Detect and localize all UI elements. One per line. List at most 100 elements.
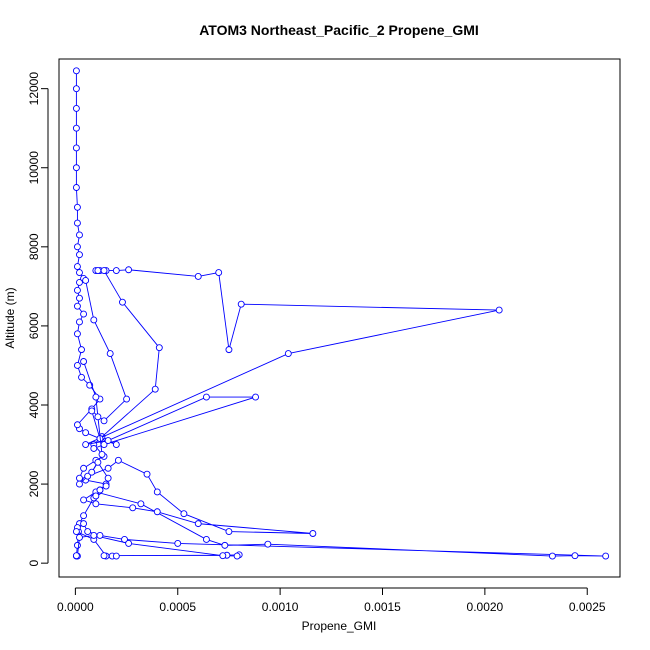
data-point: [80, 310, 88, 318]
data-point: [104, 437, 112, 445]
data-point: [88, 407, 96, 415]
data-point: [119, 298, 126, 306]
data-point: [73, 263, 81, 271]
data-point: [96, 486, 104, 494]
data-point: [252, 393, 260, 401]
data-point: [92, 500, 100, 508]
series-4: [82, 267, 163, 443]
data-point: [112, 441, 120, 448]
data-point: [76, 294, 83, 302]
data-point: [100, 417, 108, 425]
data-point: [233, 552, 241, 560]
data-point: [73, 421, 81, 429]
data-point: [92, 492, 100, 500]
data-point: [151, 385, 159, 393]
data-point: [153, 488, 161, 496]
y-axis: 0 2000 4000 6000 8000 10000 12000: [27, 72, 49, 567]
data-point: [104, 464, 112, 472]
data-point: [82, 441, 90, 448]
data-point: [96, 532, 104, 539]
data-point: [123, 395, 131, 403]
data-point: [98, 450, 106, 458]
x-tick-label: 0.0025: [569, 600, 606, 614]
data-point: [80, 358, 88, 365]
data-point: [73, 243, 81, 251]
data-point: [92, 393, 100, 401]
data-point: [76, 474, 83, 482]
data-point: [102, 482, 110, 490]
data-point: [90, 316, 98, 324]
data-point: [94, 413, 102, 421]
y-tick-label: 2000: [27, 470, 41, 497]
data-point: [73, 302, 81, 310]
data-point: [202, 393, 210, 401]
series-2: [72, 456, 610, 560]
data-point: [76, 318, 83, 326]
data-point: [73, 203, 81, 211]
data-point: [180, 510, 188, 518]
data-point: [82, 276, 90, 284]
data-point: [78, 373, 85, 381]
data-point: [76, 251, 83, 259]
data-point: [106, 350, 114, 358]
data-point: [76, 278, 83, 286]
y-axis-label: Altitude (m): [3, 287, 17, 348]
data-point: [80, 512, 88, 520]
y-tick-label: 10000: [27, 151, 41, 185]
data-point: [84, 528, 92, 535]
data-point: [73, 219, 81, 227]
data-point: [215, 269, 223, 276]
data-point: [264, 540, 272, 548]
chart-title: ATOM3 Northeast_Pacific_2 Propene_GMI: [199, 22, 479, 38]
data-point: [80, 520, 88, 528]
data-point: [104, 474, 112, 482]
y-tick-label: 4000: [27, 391, 41, 418]
data-point: [73, 362, 81, 369]
data-point: [73, 541, 81, 549]
data-point: [100, 267, 108, 274]
data-point: [72, 184, 80, 191]
data-point: [90, 532, 98, 539]
data-point: [88, 468, 96, 476]
data-point: [571, 552, 579, 560]
data-point: [221, 541, 229, 549]
x-tick-label: 0.0010: [262, 600, 299, 614]
data-point: [72, 528, 80, 535]
data-point: [94, 458, 102, 466]
data-point: [82, 429, 90, 437]
data-point: [114, 456, 122, 464]
data-point: [284, 350, 292, 358]
series-line: [75, 459, 606, 557]
series-line: [85, 269, 500, 449]
data-point: [80, 496, 88, 504]
x-axis-label: Propene_GMI: [302, 619, 377, 633]
data-point: [548, 552, 556, 560]
data-point: [125, 539, 133, 547]
y-tick-label: 6000: [27, 312, 41, 339]
series-3: [82, 266, 503, 452]
data-point: [174, 539, 182, 547]
data-point: [80, 464, 88, 472]
data-point: [78, 346, 85, 354]
plot-frame: [58, 58, 621, 578]
data-point: [112, 267, 120, 274]
data-point: [84, 472, 92, 480]
data-point: [76, 269, 83, 276]
series-5: [80, 358, 112, 500]
x-tick-label: 0.0020: [467, 600, 504, 614]
data-point: [76, 480, 83, 488]
data-point: [76, 231, 83, 239]
data-point: [73, 330, 81, 338]
x-tick-label: 0.0000: [57, 600, 94, 614]
x-axis: 0.0000 0.0005 0.0010 0.0015 0.0020 0.0025: [57, 587, 606, 614]
data-point: [121, 535, 128, 543]
data-point: [112, 552, 120, 560]
data-point: [495, 306, 503, 314]
data-point: [143, 470, 151, 478]
data-point: [219, 552, 227, 560]
y-tick-label: 8000: [27, 233, 41, 260]
series-layer: [72, 67, 610, 560]
x-tick-label: 0.0005: [159, 600, 196, 614]
data-point: [129, 504, 137, 512]
